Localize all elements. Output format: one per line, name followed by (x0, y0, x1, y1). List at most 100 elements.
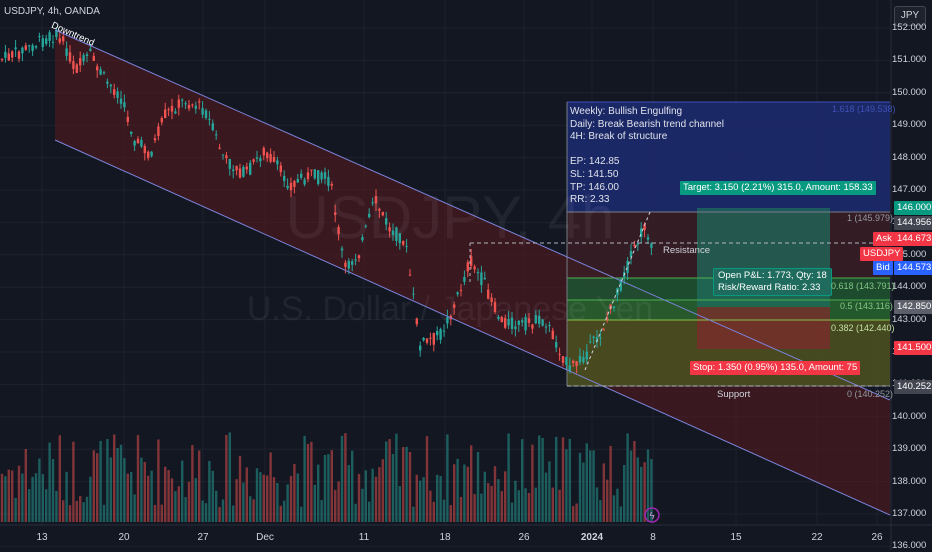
candle-body (398, 233, 401, 244)
candle-body (405, 245, 408, 247)
candle-body (548, 324, 551, 326)
price-tick: 152.000 (892, 22, 927, 33)
candle-body (75, 64, 78, 73)
candle-body (487, 289, 490, 299)
volume-bar (623, 464, 626, 522)
volume-bar (113, 434, 116, 522)
volume-bar (534, 487, 537, 522)
candle-body (235, 166, 238, 171)
volume-bar (24, 449, 27, 522)
candle-body (385, 218, 388, 225)
volume-bar (517, 490, 520, 522)
symbol-title[interactable]: USDJPY, 4h, OANDA (4, 6, 100, 17)
candle-body (619, 279, 622, 291)
candle-body (113, 89, 116, 95)
volume-bar (276, 483, 279, 522)
candle-body (317, 170, 320, 185)
analysis-line (570, 144, 724, 157)
candle-body (436, 331, 439, 336)
volume-bar (153, 504, 157, 522)
event-icon (644, 507, 660, 523)
candle-body (238, 168, 242, 178)
risk-reward-line: Risk/Reward Ratio: 2.33 (718, 282, 821, 293)
candle-body (456, 292, 459, 295)
candle-body (126, 116, 129, 122)
time-tick: 20 (118, 532, 130, 543)
candle-body (24, 45, 27, 50)
volume-bar (589, 450, 592, 522)
fib-label-1: 1 (145.979) (847, 213, 894, 223)
volume-bar (544, 472, 548, 522)
volume-bar (595, 487, 599, 522)
candle-body (646, 237, 650, 240)
candle-body (368, 213, 371, 218)
volume-bar (238, 455, 242, 522)
candle-body (636, 243, 639, 245)
candle-body (269, 153, 272, 162)
volume-bar (136, 435, 140, 522)
candle-body (58, 38, 61, 43)
candle-body (480, 272, 483, 286)
candle-body (296, 178, 299, 183)
candle-body (85, 54, 89, 56)
volume-bar (249, 496, 252, 522)
volume-bar (483, 471, 486, 522)
candle-body (184, 103, 187, 105)
candle-body (191, 104, 194, 106)
volume-bar (283, 500, 286, 522)
price-tick: 138.000 (892, 475, 927, 487)
volume-bar (419, 480, 422, 522)
candle-body (650, 243, 653, 248)
candle-body (123, 102, 126, 108)
candle-body (565, 356, 568, 366)
ask-price-tag: 144.673 (894, 232, 932, 246)
volume-bar (640, 466, 643, 522)
candle-body (303, 179, 306, 185)
candle-body (347, 260, 350, 269)
volume-bar (198, 450, 201, 522)
candle-body (490, 297, 493, 303)
candle-body (408, 274, 412, 276)
volume-bar (378, 467, 381, 522)
candle-body (500, 317, 503, 323)
support-label: Support (717, 389, 751, 400)
candle-body (249, 162, 252, 175)
candle-body (371, 202, 374, 204)
candle-body (279, 165, 282, 173)
candle-body (524, 316, 527, 331)
candle-body (558, 354, 561, 356)
volume-bar (228, 432, 231, 522)
volume-bar (215, 490, 218, 522)
volume-bar (269, 452, 272, 522)
price-tick: 148.000 (892, 151, 927, 163)
candle-body (198, 101, 201, 103)
entry-price-tag: 142.850 (894, 300, 932, 314)
volume-bar (194, 478, 197, 522)
candle-body (167, 109, 170, 111)
candle-body (599, 337, 602, 339)
candle-body (640, 228, 643, 238)
volume-bar (602, 463, 605, 522)
volume-bar (286, 484, 289, 522)
watermark-symbol: USDJPY, 4h (285, 184, 614, 251)
time-tick: 11 (358, 532, 370, 543)
volume-bar (487, 483, 490, 522)
volume-bar (541, 437, 544, 522)
candle-body (337, 227, 340, 235)
candle-body (31, 45, 34, 52)
volume-bar (157, 439, 160, 522)
volume-bar (592, 450, 595, 522)
volume-bar (493, 466, 497, 522)
currency-button[interactable]: JPY (894, 6, 926, 26)
volume-bar (65, 471, 68, 522)
volume-bar (555, 436, 558, 522)
candle-body (626, 260, 629, 273)
candle-body (442, 330, 446, 332)
candle-body (493, 301, 497, 313)
volume-bar (72, 441, 75, 522)
analysis-line: Weekly: Bullish Engulfing (570, 106, 683, 117)
candle-body (643, 224, 646, 231)
volume-bar (51, 458, 55, 522)
